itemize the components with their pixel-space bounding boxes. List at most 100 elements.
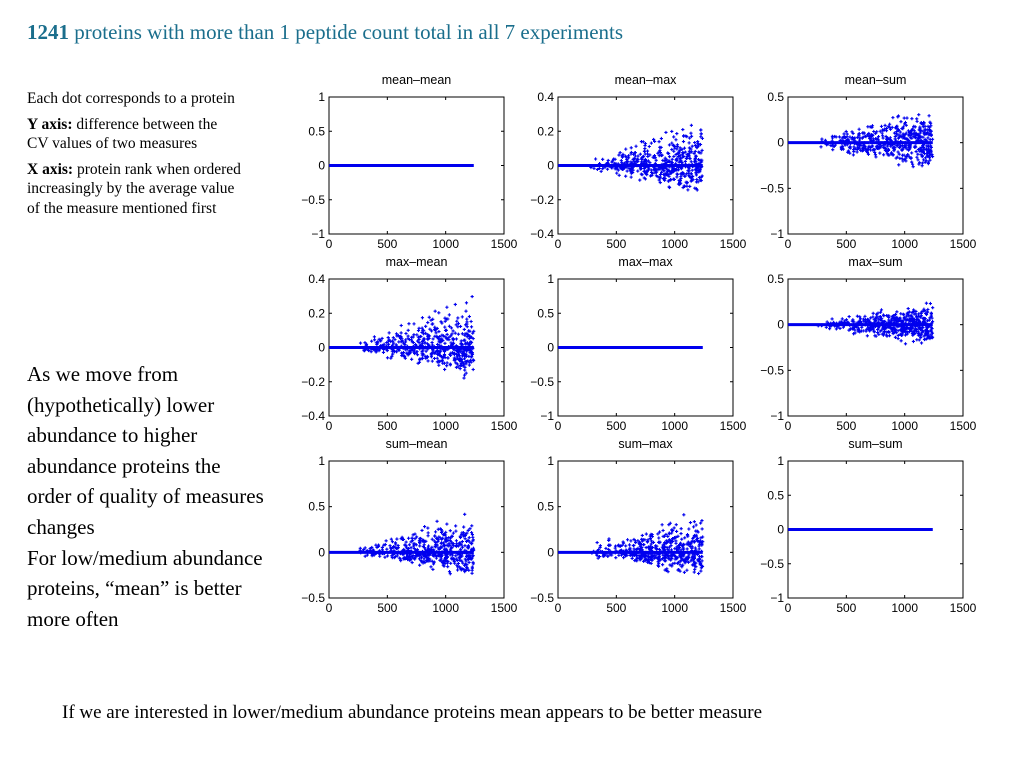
data-point: [923, 337, 927, 341]
data-point: [450, 332, 454, 336]
data-point: [438, 335, 442, 339]
data-point: [700, 174, 704, 178]
data-point: [439, 344, 443, 348]
data-point: [420, 326, 424, 330]
data-point: [692, 520, 696, 524]
data-point: [907, 314, 911, 318]
data-point: [463, 365, 467, 369]
y-tick-label: −1: [540, 409, 554, 423]
data-point: [629, 146, 633, 150]
data-point: [399, 537, 403, 541]
data-point: [905, 153, 910, 157]
data-point: [669, 541, 673, 545]
data-point: [699, 549, 704, 553]
data-point: [885, 137, 890, 141]
data-point: [630, 556, 634, 560]
data-point: [409, 348, 413, 353]
data-point: [829, 143, 833, 148]
data-point: [435, 349, 439, 353]
data-point: [628, 547, 632, 551]
data-point: [440, 321, 444, 325]
data-point: [674, 529, 679, 533]
data-point: [666, 534, 670, 539]
data-point: [453, 331, 457, 335]
data-point: [439, 355, 444, 359]
data-point: [646, 545, 651, 549]
data-point: [653, 166, 657, 170]
data-point: [613, 544, 618, 548]
x-tick-label: 1000: [661, 237, 688, 251]
data-point: [467, 560, 471, 564]
data-point: [608, 549, 612, 553]
data-point: [392, 348, 396, 353]
data-point: [635, 157, 639, 161]
y-tick-label: −0.4: [530, 227, 554, 241]
data-point: [614, 556, 618, 560]
data-point: [844, 140, 848, 144]
data-point: [928, 316, 932, 320]
data-point: [659, 153, 664, 158]
data-point: [843, 143, 847, 147]
data-point: [431, 347, 435, 352]
data-point: [870, 144, 875, 148]
data-point: [461, 364, 465, 368]
data-point: [648, 536, 652, 541]
data-point: [471, 358, 475, 362]
data-point: [919, 129, 923, 133]
data-point: [472, 329, 476, 333]
data-point: [685, 547, 689, 551]
data-point: [420, 330, 424, 335]
data-point: [919, 331, 923, 335]
data-point: [424, 356, 428, 360]
data-point: [426, 347, 430, 351]
data-point: [699, 132, 703, 136]
data-point: [662, 169, 666, 173]
data-point: [676, 548, 680, 552]
data-point: [902, 316, 906, 320]
data-point: [372, 338, 377, 342]
data-point: [619, 159, 623, 163]
data-point: [842, 135, 846, 140]
data-point: [928, 131, 932, 135]
data-point: [896, 336, 900, 341]
data-point: [640, 533, 644, 538]
data-point: [670, 129, 674, 134]
data-point: [696, 139, 700, 144]
data-point: [880, 322, 884, 326]
data-point: [661, 534, 665, 538]
data-point: [929, 145, 933, 150]
observation-1: As we move from (hypothetically) lower a…: [27, 362, 264, 539]
y-tick-label: 0.5: [308, 500, 325, 514]
data-point: [693, 567, 697, 571]
data-point: [644, 550, 648, 554]
data-point: [681, 127, 685, 132]
data-point: [689, 172, 694, 176]
data-point: [667, 165, 671, 169]
data-point: [385, 554, 390, 558]
y-tick-label: −0.5: [530, 591, 554, 605]
data-point: [926, 307, 930, 312]
data-point: [631, 543, 635, 548]
data-point: [909, 128, 913, 132]
data-point: [694, 561, 698, 565]
data-point: [917, 133, 921, 137]
data-point: [871, 311, 875, 315]
data-point: [925, 324, 929, 328]
data-point: [618, 151, 622, 155]
x-tick-label: 500: [377, 237, 397, 251]
data-point: [422, 329, 426, 333]
data-point: [440, 337, 444, 341]
data-point: [891, 153, 895, 157]
data-point: [846, 139, 850, 143]
data-point: [621, 556, 626, 560]
data-point: [910, 136, 914, 140]
data-point: [700, 518, 704, 523]
data-point: [422, 540, 426, 544]
y-tick-label: 1: [318, 454, 325, 468]
data-point: [430, 537, 434, 541]
data-point: [688, 136, 692, 140]
data-point: [431, 317, 435, 321]
data-point: [636, 169, 640, 173]
data-point: [443, 341, 447, 345]
data-point: [471, 535, 475, 539]
